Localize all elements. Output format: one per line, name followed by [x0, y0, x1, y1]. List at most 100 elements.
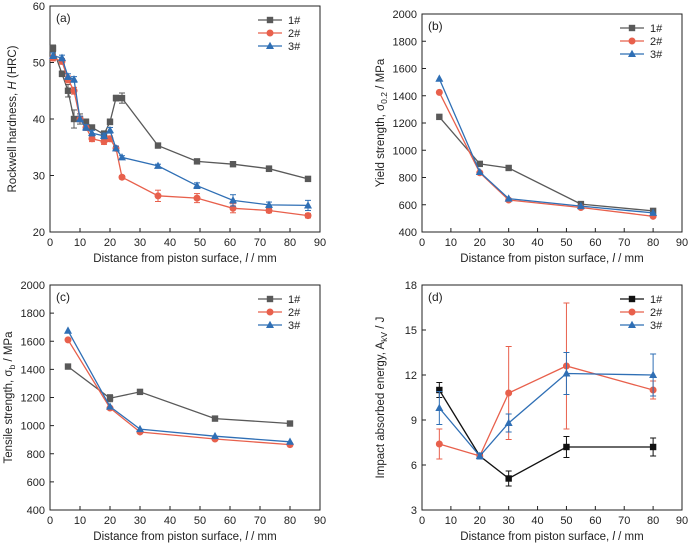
y-tick-label: 30	[33, 171, 45, 183]
series-1	[436, 113, 657, 215]
y-tick-label: 400	[27, 505, 45, 517]
data-point	[100, 131, 108, 139]
data-point	[229, 204, 237, 212]
data-point	[193, 158, 201, 165]
data-point	[58, 70, 66, 77]
y-tick-label: 18	[405, 280, 417, 292]
y-tick-label: 1800	[21, 308, 45, 320]
data-point	[112, 144, 120, 152]
x-tick-label: 10	[74, 237, 86, 249]
data-point	[106, 118, 114, 126]
legend-marker	[266, 29, 274, 37]
data-point	[70, 115, 78, 123]
y-tick-label: 1400	[21, 364, 45, 376]
data-point	[106, 402, 114, 410]
data-point	[58, 53, 66, 61]
data-point	[436, 113, 443, 121]
data-point	[88, 128, 96, 137]
data-point	[82, 118, 90, 126]
data-point	[476, 160, 483, 168]
data-point	[649, 443, 657, 451]
legend-label: 3#	[288, 41, 301, 53]
x-tick-label: 20	[474, 515, 486, 527]
data-point	[286, 437, 294, 445]
panel-label: (d)	[428, 290, 443, 304]
data-point	[112, 94, 120, 102]
data-point	[265, 165, 273, 172]
y-tick-label: 9	[411, 415, 417, 427]
data-point	[64, 336, 72, 344]
series-3	[435, 74, 658, 216]
y-tick-label: 1200	[21, 393, 45, 405]
data-point	[435, 88, 443, 96]
y-tick-label: 2000	[393, 9, 417, 21]
data-point	[136, 424, 144, 433]
x-tick-label: 30	[503, 515, 515, 527]
y-tick-label: 12	[405, 370, 417, 382]
series-2	[64, 336, 294, 449]
x-tick-label: 0	[419, 237, 425, 249]
y-tick-label: 1400	[393, 91, 417, 103]
data-point	[193, 194, 201, 202]
y-tick-label: 40	[33, 114, 45, 126]
legend-marker	[628, 320, 636, 328]
series-2	[49, 54, 312, 220]
data-point	[82, 123, 90, 131]
series-line	[438, 116, 654, 212]
x-tick-label: 50	[560, 515, 572, 527]
legend-label: 1#	[288, 15, 301, 27]
x-tick-label: 20	[104, 237, 116, 249]
data-point	[286, 420, 294, 427]
y-axis-label: Yield strength, σ0.2 / MPa	[375, 58, 389, 187]
x-tick-label: 90	[676, 515, 688, 527]
series-line	[52, 48, 309, 180]
legend-label: 1#	[288, 294, 301, 306]
data-point	[100, 138, 108, 146]
data-point	[211, 431, 219, 440]
legend-label: 1#	[650, 23, 663, 35]
y-tick-label: 400	[399, 227, 417, 239]
data-point	[64, 363, 72, 370]
panel-d: 0 10 20 30 40 50 60 70 80 90 3 6 9 12 15 18 Distance fro…	[375, 280, 688, 543]
series-line	[438, 78, 654, 214]
panel-label: (c)	[56, 290, 70, 304]
x-tick-label: 60	[589, 515, 601, 527]
panel-label: (b)	[428, 19, 443, 33]
series-1	[64, 363, 294, 427]
legend-label: 2#	[650, 307, 663, 319]
panel-a: 0 10 20 30 40 50 60 70 80 90 20 30 40 50 60 Distance fr…	[7, 1, 326, 265]
data-point	[435, 74, 444, 82]
data-point	[118, 153, 126, 161]
y-axis-label: Impact absorbed energy, AkV / J	[375, 317, 389, 479]
y-tick-label: 800	[399, 173, 417, 185]
x-tick-label: 50	[194, 515, 206, 527]
legend-marker	[266, 320, 274, 328]
data-point	[193, 181, 201, 189]
x-tick-label: 10	[445, 237, 457, 249]
data-point	[229, 161, 237, 168]
y-tick-label: 6	[411, 460, 417, 472]
x-tick-label: 20	[474, 237, 486, 249]
data-point	[64, 72, 72, 80]
x-tick-label: 40	[164, 237, 176, 249]
data-point	[49, 45, 57, 52]
legend-label: 2#	[650, 36, 663, 48]
y-tick-label: 1000	[393, 145, 417, 157]
legend-marker	[628, 295, 636, 303]
y-tick-label: 60	[33, 1, 45, 13]
data-point	[505, 389, 513, 397]
x-tick-label: 40	[531, 237, 543, 249]
data-point	[475, 167, 484, 176]
data-point	[136, 388, 144, 396]
data-point	[70, 75, 78, 83]
data-point	[649, 370, 658, 378]
data-point	[435, 403, 444, 411]
y-axis-label: Rockwell hardness, H (HRC)	[7, 45, 19, 192]
x-axis-label: Distance from piston surface, l / mm	[93, 531, 276, 543]
x-tick-label: 80	[284, 237, 296, 249]
series-3	[435, 352, 658, 460]
legend-label: 3#	[288, 320, 301, 332]
legend-label: 2#	[288, 307, 301, 319]
data-point	[154, 192, 162, 200]
